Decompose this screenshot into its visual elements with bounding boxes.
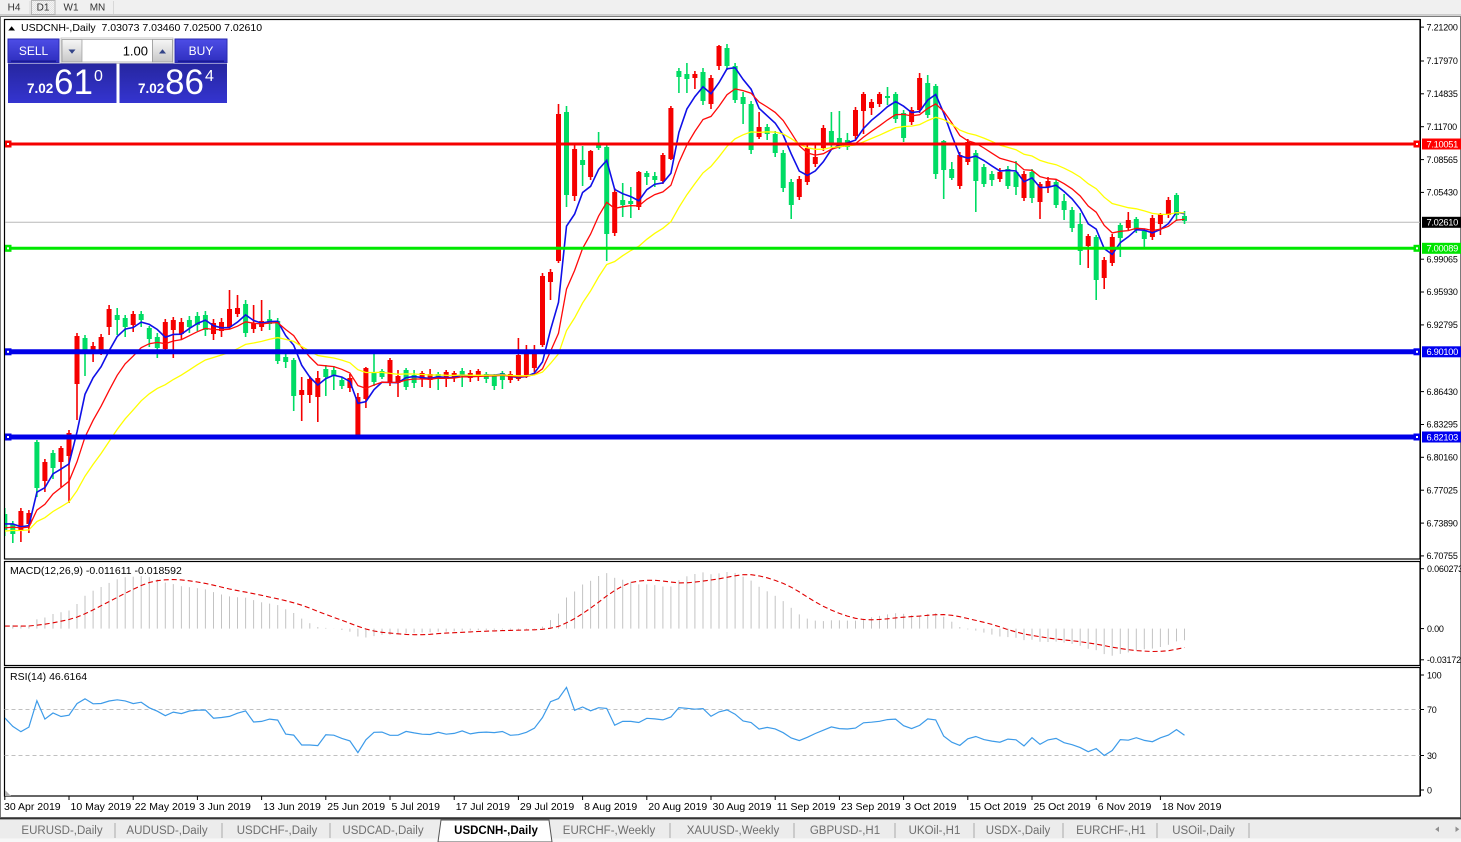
svg-text:USDCNH-,Daily: USDCNH-,Daily xyxy=(454,825,538,837)
svg-text:GBPUSD-,H1: GBPUSD-,H1 xyxy=(810,825,880,837)
svg-text:25 Jun 2019: 25 Jun 2019 xyxy=(327,801,385,813)
svg-text:0.060273: 0.060273 xyxy=(1427,564,1461,574)
svg-text:USDCNH-,Daily 7.03073 7.03460: USDCNH-,Daily 7.03073 7.03460 7.02500 7.… xyxy=(21,22,262,34)
svg-text:EURCHF-,Weekly: EURCHF-,Weekly xyxy=(563,825,656,837)
svg-text:UKOil-,H1: UKOil-,H1 xyxy=(909,825,961,837)
svg-text:USDX-,Daily: USDX-,Daily xyxy=(986,825,1051,837)
svg-text:6.83295: 6.83295 xyxy=(1427,420,1458,430)
svg-text:29 Jul 2019: 29 Jul 2019 xyxy=(520,801,574,813)
svg-text:7.11700: 7.11700 xyxy=(1427,122,1458,132)
svg-text:7.02: 7.02 xyxy=(138,81,164,96)
svg-text:86: 86 xyxy=(165,63,204,102)
svg-text:7.17970: 7.17970 xyxy=(1427,56,1458,66)
svg-text:3 Jun 2019: 3 Jun 2019 xyxy=(199,801,251,813)
svg-text:EURCHF-,H1: EURCHF-,H1 xyxy=(1076,825,1146,837)
svg-text:1.00: 1.00 xyxy=(123,43,148,58)
svg-text:0.00: 0.00 xyxy=(1427,624,1444,634)
svg-text:61: 61 xyxy=(54,63,93,102)
svg-text:100: 100 xyxy=(1427,671,1442,681)
svg-text:6.73890: 6.73890 xyxy=(1427,518,1458,528)
svg-text:10 May 2019: 10 May 2019 xyxy=(71,801,132,813)
svg-text:MN: MN xyxy=(90,3,106,14)
svg-text:7.00089: 7.00089 xyxy=(1427,244,1459,254)
svg-text:H4: H4 xyxy=(8,3,21,14)
svg-text:13 Jun 2019: 13 Jun 2019 xyxy=(263,801,321,813)
svg-text:7.05430: 7.05430 xyxy=(1427,188,1458,198)
svg-text:SELL: SELL xyxy=(19,44,49,58)
svg-text:70: 70 xyxy=(1427,705,1437,715)
svg-text:23 Sep 2019: 23 Sep 2019 xyxy=(841,801,901,813)
svg-text:MACD(12,26,9) -0.011611 -0.018: MACD(12,26,9) -0.011611 -0.018592 xyxy=(10,565,182,577)
svg-text:USDCHF-,Daily: USDCHF-,Daily xyxy=(237,825,318,837)
svg-text:6.82103: 6.82103 xyxy=(1427,432,1459,442)
svg-text:RSI(14) 46.6164: RSI(14) 46.6164 xyxy=(10,671,87,683)
svg-text:7.02: 7.02 xyxy=(27,81,53,96)
svg-text:7.10051: 7.10051 xyxy=(1427,139,1459,149)
svg-text:15 Oct 2019: 15 Oct 2019 xyxy=(969,801,1026,813)
svg-text:17 Jul 2019: 17 Jul 2019 xyxy=(456,801,510,813)
svg-text:0: 0 xyxy=(1427,786,1432,796)
svg-text:W1: W1 xyxy=(64,3,79,14)
svg-text:30 Aug 2019: 30 Aug 2019 xyxy=(713,801,772,813)
svg-text:USOil-,Daily: USOil-,Daily xyxy=(1172,825,1235,837)
svg-text:4: 4 xyxy=(205,68,214,85)
svg-text:XAUUSD-,Weekly: XAUUSD-,Weekly xyxy=(687,825,780,837)
svg-text:3 Oct 2019: 3 Oct 2019 xyxy=(905,801,957,813)
svg-text:8 Aug 2019: 8 Aug 2019 xyxy=(584,801,637,813)
svg-text:5 Jul 2019: 5 Jul 2019 xyxy=(392,801,441,813)
svg-text:6.99065: 6.99065 xyxy=(1427,254,1458,264)
svg-text:7.02610: 7.02610 xyxy=(1427,218,1459,228)
svg-text:EURUSD-,Daily: EURUSD-,Daily xyxy=(21,825,102,837)
svg-text:6.70755: 6.70755 xyxy=(1427,551,1458,561)
svg-text:BUY: BUY xyxy=(189,44,214,58)
svg-text:6.77025: 6.77025 xyxy=(1427,485,1458,495)
svg-text:18 Nov 2019: 18 Nov 2019 xyxy=(1162,801,1222,813)
svg-text:7.08565: 7.08565 xyxy=(1427,155,1458,165)
svg-text:6.80160: 6.80160 xyxy=(1427,453,1458,463)
svg-text:30: 30 xyxy=(1427,751,1437,761)
svg-text:25 Oct 2019: 25 Oct 2019 xyxy=(1034,801,1091,813)
svg-text:7.21200: 7.21200 xyxy=(1427,22,1458,32)
svg-text:22 May 2019: 22 May 2019 xyxy=(135,801,196,813)
svg-text:AUDUSD-,Daily: AUDUSD-,Daily xyxy=(126,825,207,837)
svg-text:-0.031725: -0.031725 xyxy=(1427,655,1461,665)
svg-text:20 Aug 2019: 20 Aug 2019 xyxy=(648,801,707,813)
svg-text:11 Sep 2019: 11 Sep 2019 xyxy=(777,801,836,813)
svg-text:6.95930: 6.95930 xyxy=(1427,287,1458,297)
svg-text:D1: D1 xyxy=(37,3,50,14)
svg-text:USDCAD-,Daily: USDCAD-,Daily xyxy=(342,825,423,837)
svg-text:6.90100: 6.90100 xyxy=(1427,347,1459,357)
svg-text:6.86430: 6.86430 xyxy=(1427,387,1458,397)
svg-text:6.92795: 6.92795 xyxy=(1427,320,1458,330)
svg-text:7.14835: 7.14835 xyxy=(1427,89,1458,99)
svg-text:6 Nov 2019: 6 Nov 2019 xyxy=(1098,801,1152,813)
svg-text:30 Apr 2019: 30 Apr 2019 xyxy=(4,801,61,813)
svg-text:0: 0 xyxy=(94,68,103,85)
